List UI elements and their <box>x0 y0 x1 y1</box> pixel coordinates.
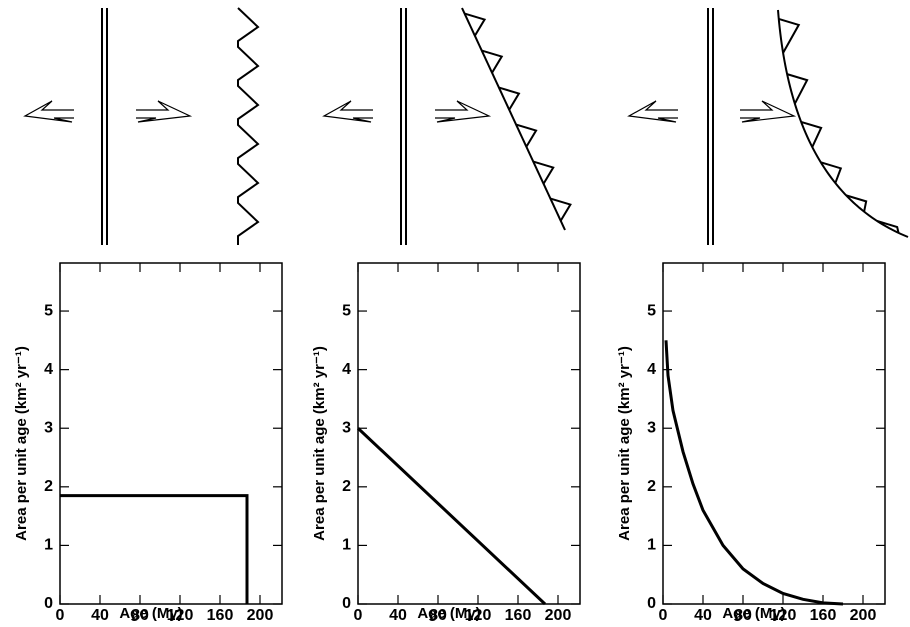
x-tick-label: 200 <box>545 607 572 622</box>
x-tick-label: 80 <box>734 607 752 622</box>
data-line <box>356 427 547 606</box>
arrow-right <box>435 100 492 123</box>
data-line <box>60 494 249 604</box>
x-tick-label: 160 <box>505 607 532 622</box>
x-tick-label: 200 <box>850 607 877 622</box>
x-tick-label: 0 <box>56 607 65 622</box>
diagram <box>23 8 797 245</box>
y-tick-label: 5 <box>44 302 53 319</box>
x-tick-label: 40 <box>694 607 712 622</box>
y-tick-label: 3 <box>647 419 656 436</box>
arrow-right <box>740 100 797 123</box>
y-tick-label: 4 <box>342 361 351 378</box>
chart: 0 40 80 120 160 200 0 1 2 3 4 5 Age (My) Area per uni… <box>311 262 581 624</box>
x-tick-label: 200 <box>247 607 274 622</box>
x-tick-label: 40 <box>389 607 407 622</box>
data-line <box>664 340 844 606</box>
y-tick-label: 1 <box>44 537 53 554</box>
chart: 0 40 80 120 160 200 0 1 2 3 4 5 Age (My) Area per uni… <box>616 262 886 624</box>
x-axis-label: Age (My) <box>722 605 785 622</box>
x-tick-label: 160 <box>207 607 234 622</box>
y-tick-label: 1 <box>342 537 351 554</box>
x-tick-label: 0 <box>354 607 363 622</box>
y-tick-label: 1 <box>647 537 656 554</box>
trench-teeth <box>464 12 572 222</box>
y-axis-label: Area per unit age (km² yr⁻¹) <box>616 346 633 541</box>
x-tick-label: 120 <box>167 607 194 622</box>
trench <box>461 7 566 231</box>
x-axis-label: Age (My) <box>417 605 480 622</box>
y-tick-label: 4 <box>44 361 53 378</box>
trench <box>777 9 909 238</box>
plot-frame <box>662 262 886 605</box>
plot-frame <box>59 262 283 605</box>
plot-frame <box>357 262 581 605</box>
arrow-left <box>23 100 74 123</box>
y-tick-label: 0 <box>342 595 351 612</box>
x-tick-label: 80 <box>429 607 447 622</box>
x-tick-label: 40 <box>91 607 109 622</box>
y-tick-label: 5 <box>342 302 351 319</box>
x-tick-label: 80 <box>131 607 149 622</box>
y-tick-label: 2 <box>342 478 351 495</box>
y-axis-label: Area per unit age (km² yr⁻¹) <box>311 346 328 541</box>
x-tick-label: 120 <box>465 607 492 622</box>
arrow-right <box>136 100 193 123</box>
x-tick-label: 120 <box>770 607 797 622</box>
trench <box>237 7 260 245</box>
arrow-left <box>322 100 373 123</box>
x-tick-label: 0 <box>659 607 668 622</box>
x-axis-label: Age (My) <box>119 605 182 622</box>
y-tick-label: 3 <box>44 419 53 436</box>
y-tick-label: 2 <box>44 478 53 495</box>
y-tick-label: 3 <box>342 419 351 436</box>
y-tick-label: 0 <box>44 595 53 612</box>
trench-teeth <box>778 17 900 234</box>
arrow-left <box>627 100 678 123</box>
y-axis-label: Area per unit age (km² yr⁻¹) <box>13 346 30 541</box>
y-tick-label: 5 <box>647 302 656 319</box>
y-tick-label: 0 <box>647 595 656 612</box>
y-tick-label: 2 <box>647 478 656 495</box>
x-tick-label: 160 <box>810 607 837 622</box>
chart: 0 40 80 120 160 200 0 1 2 3 4 5 Age (My) Area per uni… <box>13 262 283 624</box>
y-tick-label: 4 <box>647 361 656 378</box>
